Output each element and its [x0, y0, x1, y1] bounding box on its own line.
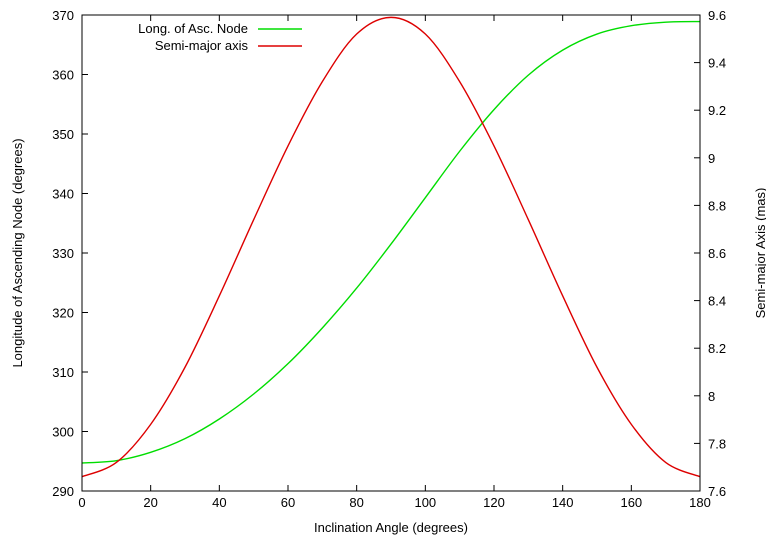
y-tick-label: 290 — [52, 484, 74, 499]
y-tick-label: 310 — [52, 365, 74, 380]
y-tick-label: 340 — [52, 187, 74, 202]
plot-frame — [81, 14, 701, 492]
x-tick-label: 40 — [212, 495, 226, 510]
x-tick-label: 100 — [414, 495, 436, 510]
legend-label-0: Long. of Asc. Node — [138, 21, 248, 36]
y2-tick-label: 8 — [708, 389, 715, 404]
y2-tick-label: 9.4 — [708, 56, 726, 71]
y2-tick-label: 8.2 — [708, 341, 726, 356]
y-tick-label: 300 — [52, 425, 74, 440]
y2-tick-label: 9.6 — [708, 8, 726, 23]
y2-tick-label: 8.4 — [708, 294, 726, 309]
y2-tick-label: 9.2 — [708, 103, 726, 118]
series-line-0 — [81, 20, 701, 464]
x-tick-label: 180 — [689, 495, 711, 510]
y2-tick-label: 8.8 — [708, 198, 726, 213]
x-tick-label: 20 — [143, 495, 157, 510]
axis-ticks: 0 20 40 60 80 100 120 140 160 180 290 300 310 320 330 3… — [52, 8, 726, 510]
y-tick-label: 330 — [52, 246, 74, 261]
y-tick-label: 370 — [52, 8, 74, 23]
y2-axis-label: Semi-major Axis (mas) — [753, 188, 766, 319]
x-tick-label: 60 — [281, 495, 295, 510]
data-series — [81, 16, 701, 478]
x-tick-label: 0 — [78, 495, 85, 510]
x-tick-label: 140 — [552, 495, 574, 510]
legend-label-1: Semi-major axis — [155, 38, 249, 53]
y-axis-label: Longitude of Ascending Node (degrees) — [10, 138, 25, 367]
x-tick-label: 160 — [620, 495, 642, 510]
x-tick-label: 80 — [349, 495, 363, 510]
y-tick-label: 320 — [52, 306, 74, 321]
y2-tick-label: 8.6 — [708, 246, 726, 261]
y2-tick-label: 7.6 — [708, 484, 726, 499]
legend: Long. of Asc. Node Semi-major axis — [138, 21, 302, 53]
x-tick-label: 120 — [483, 495, 505, 510]
y-tick-label: 350 — [52, 127, 74, 142]
y2-tick-label: 9 — [708, 151, 715, 166]
y-tick-label: 360 — [52, 68, 74, 83]
x-axis-label: Inclination Angle (degrees) — [314, 520, 468, 535]
series-line-1 — [81, 16, 701, 478]
y2-tick-label: 7.8 — [708, 436, 726, 451]
